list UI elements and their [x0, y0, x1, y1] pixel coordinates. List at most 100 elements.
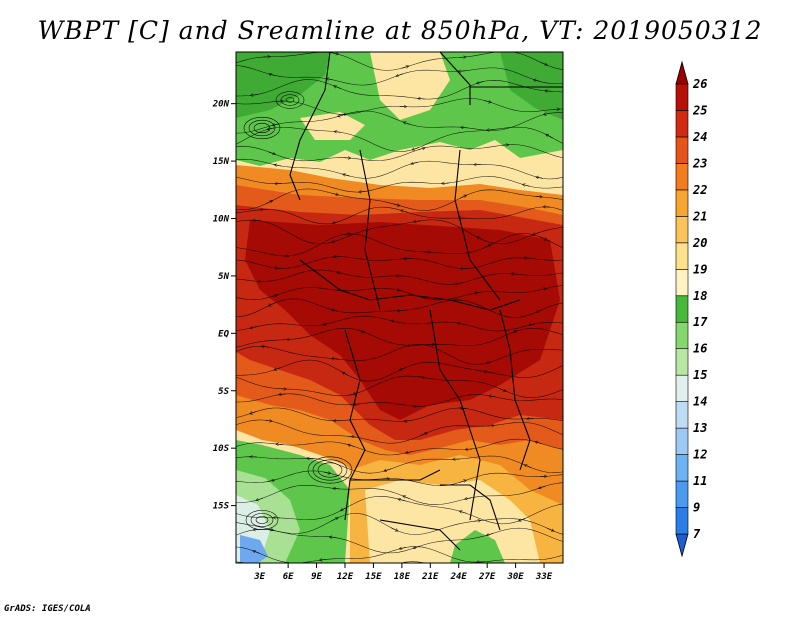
streamline-arrow — [262, 346, 269, 347]
streamline-swirl — [245, 510, 279, 530]
lon-label: 3E — [253, 572, 265, 582]
streamline-arrow — [525, 465, 532, 468]
streamline-arrow — [268, 128, 275, 129]
streamline-arrow — [414, 221, 421, 222]
colorbar-bottom-triangle — [675, 533, 689, 558]
streamline-arrow — [335, 132, 342, 133]
streamline-arrow — [334, 488, 340, 489]
streamline-arrow — [537, 177, 543, 178]
streamline-arrow — [457, 283, 463, 284]
streamline-arrow — [277, 444, 283, 445]
colorbar-segment — [675, 507, 689, 535]
streamline-arrow — [534, 80, 541, 82]
streamline-arrow — [338, 272, 344, 273]
streamline-arrow — [333, 221, 340, 223]
streamline-arrow — [405, 420, 411, 421]
streamline-arrow — [459, 481, 465, 483]
streamline-arrow — [390, 527, 397, 531]
streamline-arrow — [257, 497, 264, 500]
streamline-arrow — [400, 366, 407, 370]
streamline-arrow — [332, 359, 339, 360]
lon-label: 21E — [421, 572, 439, 582]
colorbar-label: 16 — [693, 342, 707, 356]
colorbar-segment — [675, 401, 689, 429]
streamline-arrow — [347, 436, 353, 437]
wbpt-region — [240, 535, 268, 563]
streamline-arrow — [332, 310, 339, 311]
streamline-arrow — [343, 373, 350, 377]
streamline-arrow — [536, 442, 542, 444]
streamline-arrow — [404, 496, 410, 500]
streamline-arrow — [397, 73, 404, 76]
streamline-arrow — [333, 239, 339, 242]
streamline-swirl — [248, 119, 276, 137]
streamline-arrow — [392, 204, 399, 206]
colorbar-label: 20 — [692, 236, 707, 250]
lon-label: 12E — [337, 572, 354, 582]
streamline — [236, 126, 563, 152]
streamline-swirl — [312, 459, 348, 481]
wbpt-region — [365, 480, 540, 563]
streamline — [236, 482, 563, 505]
streamline — [236, 393, 563, 407]
streamline-arrow — [402, 211, 408, 213]
streamline-arrow — [413, 147, 420, 149]
streamline-swirl — [317, 462, 343, 478]
streamline-swirl — [275, 91, 305, 109]
lon-label: 27E — [478, 572, 496, 582]
streamline-arrow — [357, 329, 364, 332]
colorbar-segment — [675, 295, 689, 323]
streamline-arrow — [349, 445, 355, 448]
streamline-arrow — [406, 452, 413, 453]
lat-label: 5S — [218, 387, 229, 397]
colorbar-segment — [675, 348, 689, 376]
lat-label: EQ — [218, 329, 229, 339]
streamline-arrow — [330, 537, 337, 538]
streamline — [236, 315, 563, 332]
streamline-arrow — [265, 420, 271, 421]
colorbar-segment — [675, 454, 689, 482]
streamline-arrow — [341, 506, 348, 510]
streamline — [236, 256, 563, 269]
streamline — [236, 513, 563, 535]
lon-label: 24E — [450, 572, 468, 582]
streamline — [236, 219, 563, 245]
streamline — [236, 470, 563, 486]
colorbar-segment — [675, 242, 689, 270]
streamline-swirl — [243, 116, 281, 140]
streamline-arrow — [489, 396, 496, 397]
colorbar-label: 12 — [693, 448, 707, 462]
lon-label: 6E — [283, 572, 294, 582]
lat-label: 10N — [213, 215, 230, 225]
streamline-arrow — [267, 480, 274, 481]
streamline-arrow — [254, 551, 260, 554]
streamline-swirl — [250, 513, 274, 527]
colorbar-segment — [675, 374, 689, 402]
colorbar-segment — [675, 189, 689, 217]
colorbar-label: 21 — [692, 209, 707, 223]
streamline-arrow — [327, 79, 334, 80]
colorbar-label: 25 — [692, 103, 707, 117]
colorbar-segment — [675, 427, 689, 455]
colorbar-label: 17 — [693, 315, 708, 329]
streamline-arrow — [466, 498, 472, 499]
streamline-arrow — [265, 201, 272, 205]
streamline-arrow — [539, 236, 546, 240]
streamline-arrow — [530, 324, 536, 325]
streamline — [236, 52, 563, 71]
streamline-arrow — [344, 174, 350, 176]
colorbar-label: 18 — [693, 289, 707, 303]
streamline-arrow — [252, 94, 258, 95]
colorbar-label: 15 — [693, 368, 707, 382]
streamline-arrow — [323, 472, 330, 473]
lat-label: 20N — [212, 100, 230, 110]
lon-label: 30E — [506, 572, 524, 582]
streamline-arrow — [414, 545, 421, 548]
streamline-arrow — [540, 61, 547, 65]
streamline-arrow — [275, 165, 282, 166]
streamline-arrow — [354, 404, 361, 405]
streamline-arrow — [399, 499, 406, 501]
colorbar-segment — [675, 321, 689, 350]
streamline-arrow — [484, 100, 490, 102]
streamline-arrow — [537, 309, 543, 313]
